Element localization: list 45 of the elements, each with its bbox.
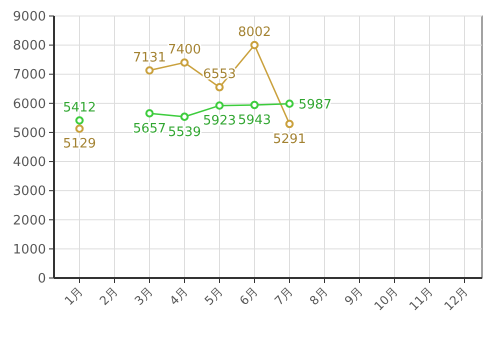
data-label: 7131 bbox=[132, 50, 166, 66]
data-label: 5987 bbox=[298, 98, 332, 113]
x-tick-label: 4月 bbox=[166, 284, 191, 308]
data-label: 5943 bbox=[238, 112, 272, 128]
point bbox=[250, 40, 259, 50]
y-tick-label: 3000 bbox=[12, 184, 46, 200]
data-label: 5129 bbox=[62, 136, 96, 152]
x-tick-label: 8月 bbox=[306, 284, 331, 308]
point bbox=[250, 100, 259, 110]
y-tick-label: 6000 bbox=[12, 96, 46, 112]
point bbox=[285, 120, 294, 128]
x-tick-label: 1月 bbox=[62, 284, 86, 308]
point bbox=[75, 124, 84, 133]
point bbox=[75, 116, 84, 125]
point bbox=[180, 112, 189, 121]
y-tick-label: 4000 bbox=[12, 155, 46, 170]
x-tick-label: 7月 bbox=[272, 284, 296, 308]
x-tick-label: 2月 bbox=[96, 284, 121, 308]
x-tick-label: 3月 bbox=[132, 284, 156, 308]
data-label: 5291 bbox=[272, 132, 306, 147]
data-label: 7400 bbox=[168, 42, 202, 58]
data-label: 8002 bbox=[238, 25, 272, 40]
point bbox=[285, 100, 294, 108]
y-tick-label: 1000 bbox=[12, 242, 46, 258]
point bbox=[180, 58, 189, 67]
x-tick-label: 6月 bbox=[236, 284, 261, 308]
data-label: 5412 bbox=[62, 100, 96, 116]
data-label: 5539 bbox=[168, 124, 202, 140]
x-tick-label: 11月 bbox=[406, 284, 436, 314]
data-label: 5657 bbox=[132, 121, 166, 136]
x-tick-label: 10月 bbox=[371, 284, 401, 314]
point bbox=[215, 83, 224, 92]
point bbox=[145, 109, 154, 118]
point bbox=[145, 66, 154, 75]
y-tick-label: 9000 bbox=[12, 10, 46, 24]
x-tick-label: 12月 bbox=[441, 284, 471, 314]
y-tick-label: 7000 bbox=[12, 68, 46, 83]
point bbox=[215, 101, 224, 110]
y-tick-label: 2000 bbox=[12, 213, 46, 228]
x-tick-label: 5月 bbox=[202, 284, 226, 308]
y-tick-label: 0 bbox=[38, 272, 46, 286]
y-tick-label: 5000 bbox=[12, 126, 46, 141]
y-tick-label: 8000 bbox=[12, 38, 46, 54]
data-label: 5923 bbox=[202, 114, 236, 129]
x-tick-label: 9月 bbox=[342, 284, 366, 308]
